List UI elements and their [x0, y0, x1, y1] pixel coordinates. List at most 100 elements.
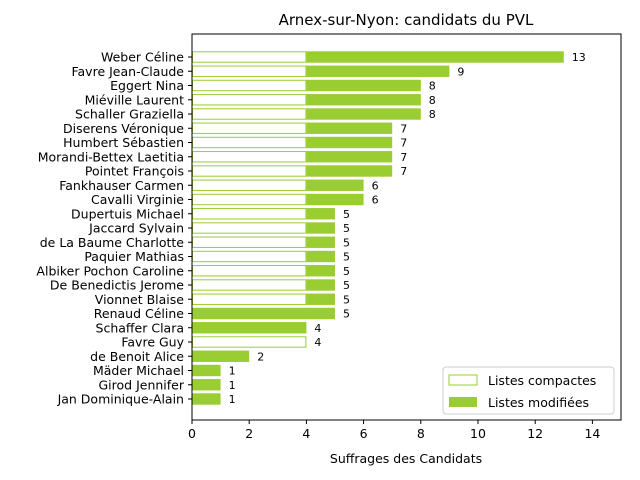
bar-modifiees: [306, 94, 421, 106]
category-label: Vionnet Blaise: [95, 292, 185, 307]
bar-modifiees: [192, 364, 221, 377]
data-label: 1: [229, 365, 236, 378]
bar-modifiees: [306, 108, 421, 120]
bar-compactes: [192, 94, 307, 106]
bar-compactes: [192, 293, 307, 305]
category-label: Pointet François: [85, 164, 184, 179]
data-label: 4: [314, 322, 321, 335]
bar-modifiees: [306, 51, 564, 63]
data-label: 5: [343, 208, 350, 221]
bar-modifiees: [306, 79, 421, 92]
bar-modifiees: [306, 193, 364, 206]
x-tick-label: 4: [302, 426, 310, 441]
bar-modifiees: [306, 222, 335, 234]
category-label: Fankhauser Carmen: [59, 178, 184, 193]
category-label: Mäder Michael: [93, 363, 184, 378]
bar-compactes: [192, 236, 307, 248]
bar-compactes: [192, 265, 307, 277]
legend-label-modifiees: Listes modifiées: [488, 395, 589, 410]
category-label: Favre Jean-Claude: [71, 64, 184, 79]
bar-modifiees: [306, 65, 450, 77]
data-label: 13: [572, 51, 586, 64]
x-tick-label: 2: [245, 426, 253, 441]
bar-modifiees: [306, 165, 393, 177]
bar-compactes: [192, 179, 307, 191]
category-label: de La Baume Charlotte: [40, 235, 185, 250]
bar-modifiees: [306, 179, 364, 191]
data-label: 8: [429, 94, 436, 107]
chart-title: Arnex-sur-Nyon: candidats du PVL: [279, 11, 534, 29]
bar-modifiees: [192, 322, 307, 334]
data-label: 9: [457, 65, 464, 78]
category-label: Weber Céline: [101, 50, 184, 65]
data-label: 8: [429, 80, 436, 93]
category-label: Humbert Sébastien: [63, 135, 184, 150]
data-label: 5: [343, 293, 350, 306]
bar-compactes: [192, 165, 307, 177]
data-label: 7: [400, 165, 407, 178]
bar-compactes: [192, 122, 307, 134]
legend-swatch-modifiees: [449, 397, 477, 407]
bar-modifiees: [192, 393, 221, 405]
bars-group: [192, 51, 564, 405]
x-tick-label: 14: [584, 426, 600, 441]
category-label: Favre Guy: [121, 335, 184, 350]
category-label: Paquier Mathias: [84, 249, 184, 264]
data-label: 7: [400, 122, 407, 135]
x-axis-label: Suffrages des Candidats: [330, 451, 482, 466]
bar-compactes: [192, 65, 307, 77]
bar-compactes: [192, 279, 307, 291]
data-label: 7: [400, 151, 407, 164]
category-label: Dupertuis Michael: [71, 206, 184, 221]
data-label: 5: [343, 236, 350, 249]
bar-modifiees: [306, 208, 335, 220]
bar-compactes: [192, 79, 307, 92]
category-label: Schaffer Clara: [96, 320, 184, 335]
bar-modifiees: [306, 122, 393, 134]
category-label: Miéville Laurent: [85, 92, 184, 107]
data-label: 5: [343, 251, 350, 264]
category-label: Jaccard Sylvain: [88, 221, 184, 236]
bar-compactes: [192, 222, 307, 234]
x-tick-label: 10: [470, 426, 486, 441]
data-label: 6: [372, 194, 379, 207]
data-label: 5: [343, 279, 350, 292]
data-label: 4: [314, 336, 321, 349]
category-label: Schaller Graziella: [75, 107, 184, 122]
bar-modifiees: [306, 136, 393, 149]
category-label: Morandi-Bettex Laetitia: [38, 149, 184, 164]
bar-modifiees: [192, 379, 221, 391]
data-label: 2: [257, 350, 264, 363]
data-label: 5: [343, 308, 350, 321]
bar-modifiees: [306, 250, 335, 263]
category-label: Girod Jennifer: [98, 377, 184, 392]
bar-compactes: [192, 208, 307, 220]
bar-modifiees: [306, 265, 335, 277]
category-label: Renaud Céline: [94, 306, 185, 321]
data-label: 1: [229, 379, 236, 392]
data-label: 7: [400, 137, 407, 150]
category-label: Jan Dominique-Alain: [57, 392, 184, 407]
data-label: 8: [429, 108, 436, 121]
x-tick-label: 8: [417, 426, 425, 441]
data-label: 5: [343, 222, 350, 235]
legend-label-compactes: Listes compactes: [488, 373, 596, 388]
data-label: 6: [372, 179, 379, 192]
category-label: Eggert Nina: [110, 78, 184, 93]
category-label: de Benoit Alice: [90, 349, 184, 364]
category-label: Albiker Pochon Caroline: [36, 263, 184, 278]
category-label: Cavalli Virginie: [91, 192, 184, 207]
legend: Listes compactes Listes modifiées: [442, 366, 615, 415]
bar-compactes: [192, 51, 307, 63]
bar-modifiees: [192, 307, 335, 320]
bar-compactes: [192, 193, 307, 206]
bar-compactes: [192, 336, 307, 348]
plot-frame: [191, 33, 622, 421]
bar-modifiees: [306, 279, 335, 291]
x-tick-label: 12: [527, 426, 543, 441]
bar-modifiees: [306, 293, 335, 305]
bar-modifiees: [306, 151, 393, 163]
legend-swatch-compactes: [448, 374, 478, 386]
